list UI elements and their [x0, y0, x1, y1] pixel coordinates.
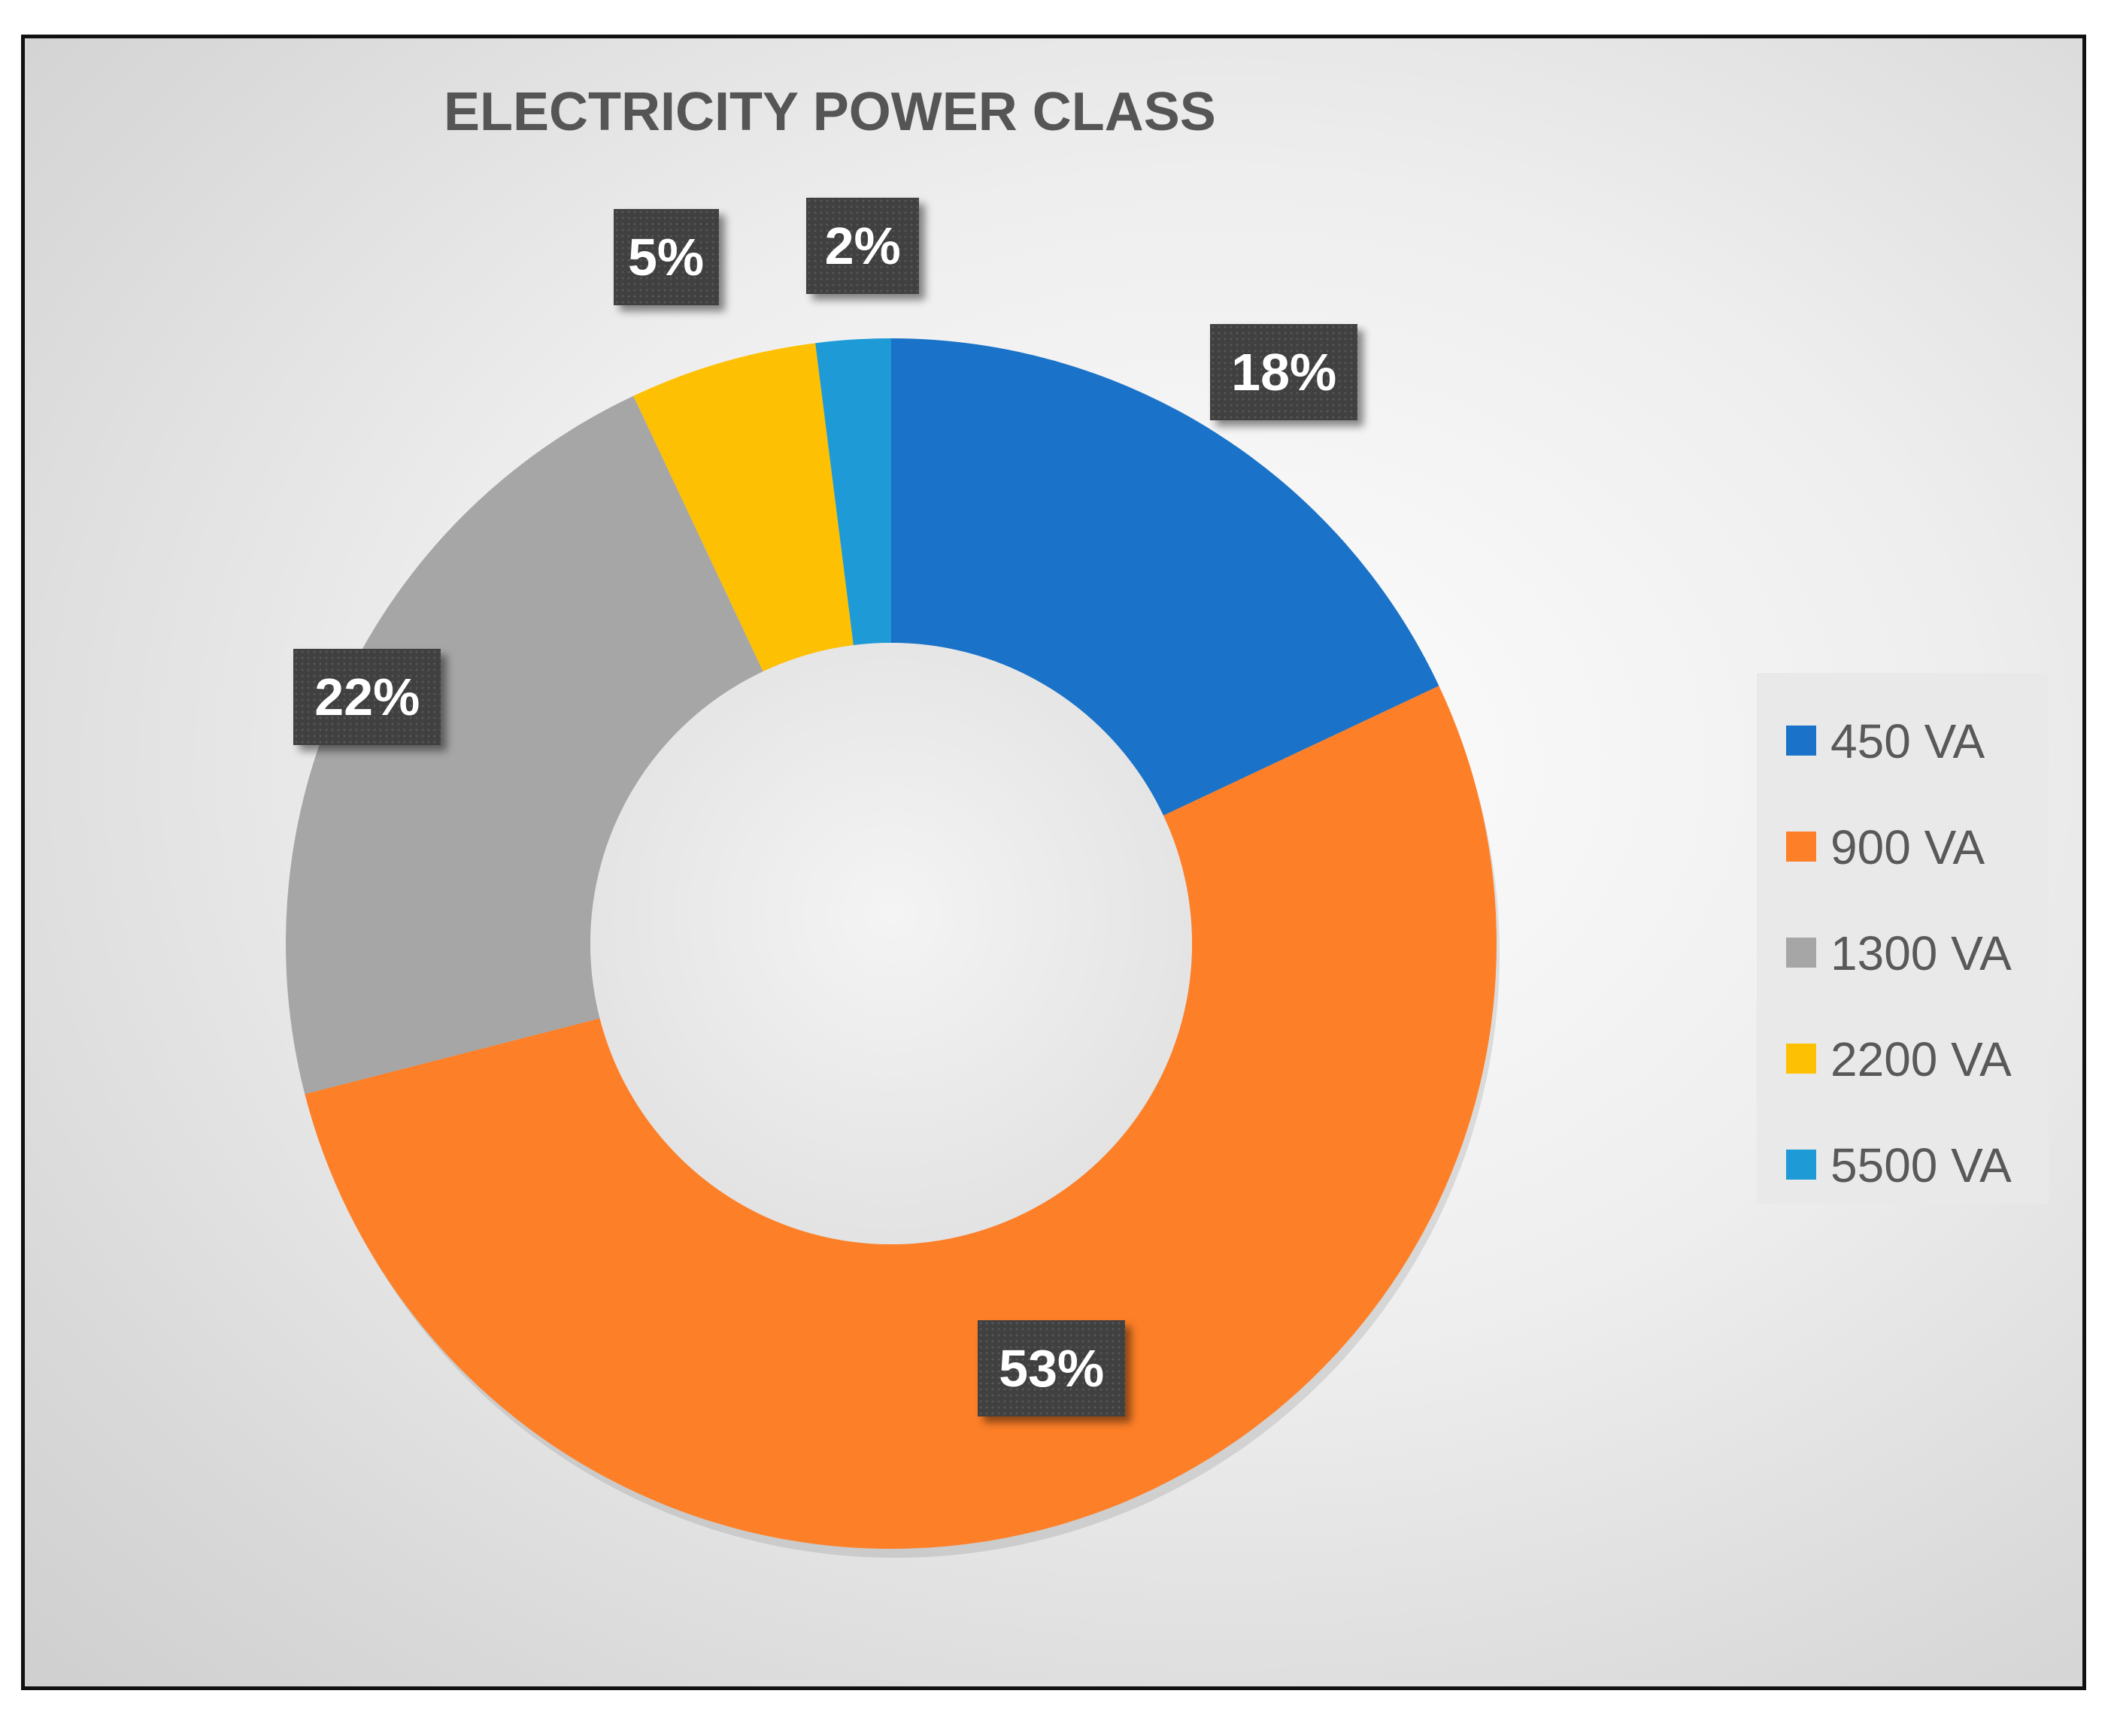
data-label-5500-va: 2%	[806, 197, 920, 294]
legend-item: 1300 VA	[1757, 907, 2049, 1013]
legend-label: 2200 VA	[1830, 1032, 2012, 1086]
slice-450-va	[891, 338, 1439, 816]
chart-title: ELECTRICITY POWER CLASS	[444, 82, 1216, 142]
legend-label: 450 VA	[1830, 714, 1985, 768]
legend-label: 5500 VA	[1830, 1138, 2012, 1192]
legend-item: 2200 VA	[1757, 1013, 2049, 1119]
legend-swatch	[1786, 832, 1816, 862]
slice-1300-va	[286, 395, 763, 1095]
legend-item: 900 VA	[1757, 801, 2049, 907]
legend: 450 VA 900 VA 1300 VA 2200 VA 5500 VA	[1757, 673, 2049, 1204]
legend-item: 5500 VA	[1757, 1119, 2049, 1226]
data-label-2200-va: 5%	[613, 208, 719, 305]
legend-swatch	[1786, 1150, 1816, 1180]
slice-5500-va	[815, 338, 891, 646]
data-label-900-va: 53%	[978, 1319, 1126, 1416]
data-label-1300-va: 22%	[293, 649, 441, 746]
legend-label: 1300 VA	[1830, 926, 2012, 980]
slice-2200-va	[633, 343, 854, 672]
legend-label: 900 VA	[1830, 820, 1985, 874]
legend-swatch	[1786, 1044, 1816, 1074]
legend-item: 450 VA	[1757, 695, 2049, 801]
slice-900-va	[305, 686, 1497, 1550]
donut-hole	[590, 643, 1192, 1244]
legend-swatch	[1786, 726, 1816, 756]
data-label-450-va: 18%	[1210, 324, 1358, 421]
legend-swatch	[1786, 938, 1816, 968]
